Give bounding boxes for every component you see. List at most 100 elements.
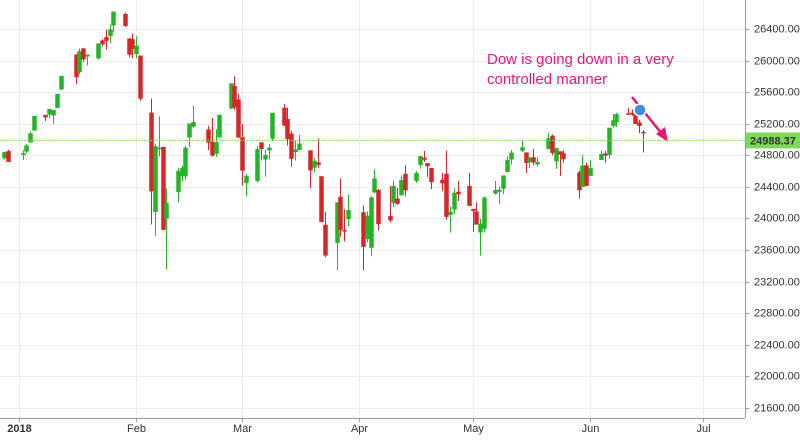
- candle-body: [429, 168, 434, 183]
- candle-body: [206, 129, 211, 143]
- x-tick-label: Jul: [696, 423, 710, 435]
- candle-body: [372, 178, 377, 193]
- candle-body: [493, 190, 498, 194]
- y-tick-label: 22800.00: [754, 307, 800, 319]
- candle-body: [603, 153, 608, 156]
- x-tick-label: Feb: [127, 423, 146, 435]
- candle-body: [323, 224, 328, 256]
- y-tick-label: 23200.00: [754, 276, 800, 288]
- candle-body: [471, 208, 476, 211]
- candle-body: [319, 176, 324, 223]
- candle-body: [444, 173, 449, 217]
- candle-body: [365, 215, 370, 240]
- candle-body: [399, 180, 404, 196]
- x-tick-label: Apr: [351, 423, 368, 435]
- candle-body: [2, 152, 7, 159]
- candle-body: [267, 147, 272, 151]
- y-tick-label: 26400.00: [754, 23, 800, 35]
- candle-body: [104, 37, 109, 41]
- candle-body: [263, 154, 268, 160]
- candle-body: [32, 115, 37, 131]
- candle-body: [497, 189, 502, 192]
- candle-body: [637, 122, 642, 126]
- y-tick-label: 21600.00: [754, 402, 800, 414]
- x-tick-label: May: [463, 423, 484, 435]
- candle-body: [244, 175, 249, 184]
- annotation-text: controlled manner: [487, 71, 607, 88]
- candle-body: [24, 145, 29, 152]
- candle-body: [96, 43, 101, 59]
- overlay: 24988.37 Dow is going down in a very contr…: [0, 51, 800, 149]
- candle-body: [641, 131, 646, 134]
- y-tick-label: 25600.00: [754, 86, 800, 98]
- candle-body: [59, 75, 64, 90]
- candle-body: [418, 156, 423, 166]
- candle-body: [123, 13, 128, 27]
- y-tick-label: 22000.00: [754, 370, 800, 382]
- candle-body: [81, 48, 86, 60]
- candle-body: [482, 197, 487, 229]
- candle-body: [630, 112, 635, 115]
- candle-body: [361, 212, 366, 247]
- candle-body: [388, 215, 393, 221]
- candle-body: [561, 153, 566, 160]
- y-tick-label: 24800.00: [754, 149, 800, 161]
- candle-body: [588, 168, 593, 176]
- candle-body: [51, 110, 56, 116]
- last-price-label: 24988.37: [750, 135, 796, 147]
- candle-body: [28, 133, 33, 143]
- candle-body: [176, 170, 181, 193]
- candle-body: [285, 119, 290, 140]
- y-tick-label: 23600.00: [754, 244, 800, 256]
- last-price-box: [746, 132, 800, 149]
- candle-body: [191, 121, 196, 127]
- candle-body: [100, 40, 105, 45]
- candle-body: [467, 185, 472, 206]
- candle-body: [403, 173, 408, 191]
- y-tick-label: 26000.00: [754, 55, 800, 67]
- candle-body: [138, 55, 143, 99]
- candle-body: [338, 196, 343, 230]
- candle-body: [580, 165, 585, 188]
- candle-body: [217, 114, 222, 138]
- candle-body: [474, 211, 479, 225]
- candle-body: [527, 157, 532, 163]
- x-tick-label: 2018: [7, 423, 31, 435]
- candle-body: [164, 203, 169, 219]
- candle-body: [149, 112, 154, 192]
- candle-body: [369, 197, 374, 248]
- candle-body: [535, 161, 540, 165]
- candle-body: [47, 108, 52, 115]
- candle-body: [395, 198, 400, 204]
- candle-body: [554, 148, 559, 162]
- candle-body: [422, 157, 427, 160]
- candle-body: [55, 93, 60, 108]
- candle-body: [282, 107, 287, 126]
- candle-body: [183, 147, 188, 177]
- y-tick-label: 25200.00: [754, 118, 800, 130]
- candle-body: [312, 160, 317, 168]
- candle-body: [161, 147, 166, 230]
- candle-body: [111, 11, 116, 26]
- candle-body: [210, 141, 215, 156]
- candle-body: [259, 142, 264, 149]
- candle-body: [342, 230, 347, 232]
- candle-body: [505, 159, 510, 172]
- arrow: [631, 96, 663, 135]
- candles: [2, 11, 646, 271]
- y-tick-label: 24400.00: [754, 181, 800, 193]
- candle-body: [626, 113, 631, 115]
- candle-body: [452, 192, 457, 210]
- x-tick-label: Jun: [582, 423, 600, 435]
- candle-body: [240, 137, 245, 171]
- candle-body: [376, 189, 381, 225]
- arrow-head: [656, 127, 668, 142]
- candle-body: [289, 133, 294, 159]
- x-tick-label: Mar: [233, 423, 252, 435]
- candle-body: [232, 85, 237, 108]
- candle-body: [6, 151, 11, 162]
- candle-body: [77, 51, 82, 73]
- candle-body: [346, 210, 351, 220]
- candle-body: [414, 172, 419, 181]
